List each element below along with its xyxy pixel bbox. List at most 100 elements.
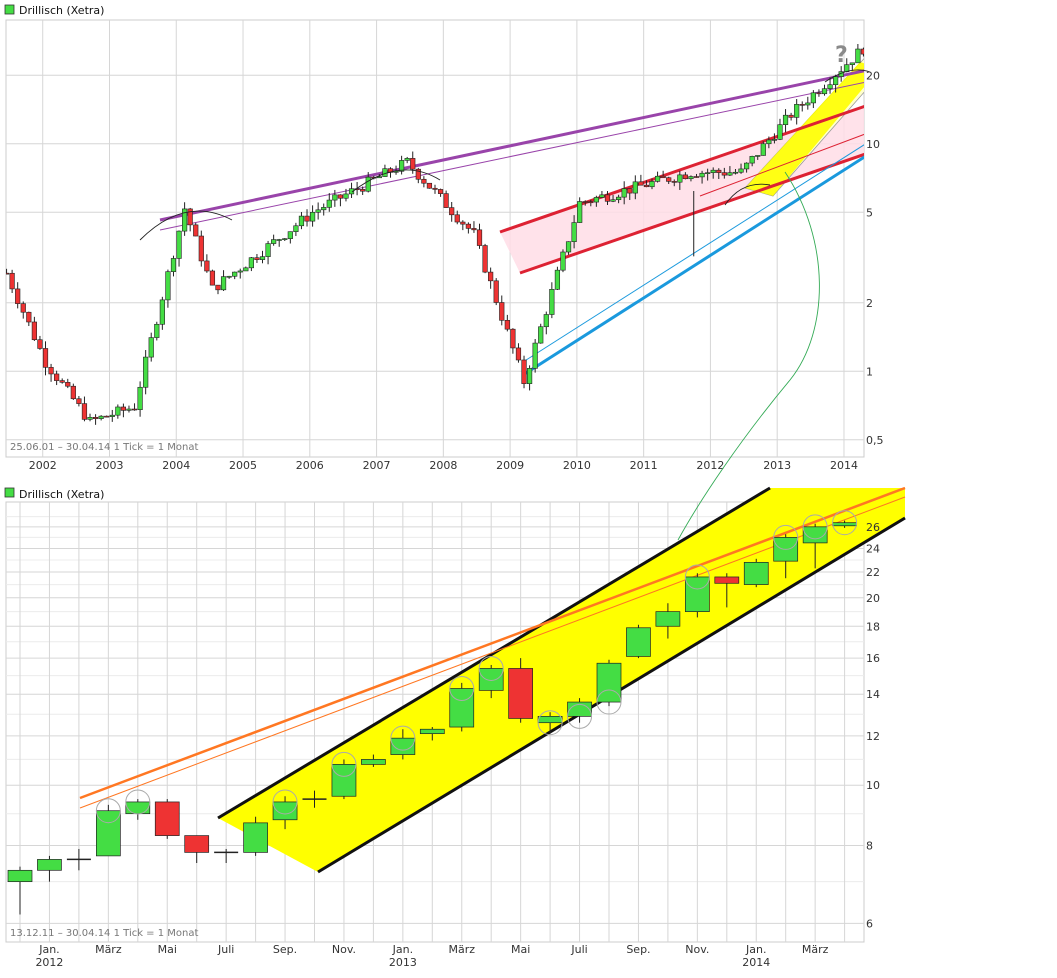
top-candle-body bbox=[449, 207, 455, 216]
bottom-x-tick-label: Jan. bbox=[38, 943, 59, 956]
top-x-tick-label: 2011 bbox=[630, 459, 658, 472]
top-arc-2007 bbox=[351, 169, 441, 193]
top-y-tick-label: 10 bbox=[866, 138, 880, 151]
top-candle-body bbox=[777, 124, 783, 140]
top-candles bbox=[6, 43, 864, 425]
top-candle-body bbox=[393, 171, 399, 173]
top-x-tick-label: 2014 bbox=[830, 459, 858, 472]
bottom-x-year-label: 2013 bbox=[389, 956, 417, 969]
bottom-candle-body bbox=[272, 801, 298, 821]
bottom-candle-body bbox=[802, 526, 828, 544]
top-candle-body bbox=[632, 181, 638, 194]
bottom-y-tick-label: 12 bbox=[866, 730, 880, 743]
top-candle-body bbox=[271, 239, 277, 244]
bottom-y-tick-label: 18 bbox=[866, 620, 880, 633]
top-candle-body bbox=[265, 243, 271, 257]
bottom-x-tick-label: März bbox=[448, 943, 475, 956]
top-candle-body bbox=[599, 194, 605, 198]
bottom-candle-body bbox=[419, 728, 445, 735]
top-candle-body bbox=[70, 385, 76, 400]
top-candle-body bbox=[65, 382, 71, 387]
top-y-tick-label: 2 bbox=[866, 297, 873, 310]
top-candle-body bbox=[460, 221, 466, 225]
top-candle-body bbox=[348, 188, 355, 195]
top-candle-body bbox=[31, 321, 37, 341]
top-candle-body bbox=[860, 48, 864, 55]
top-candle-body bbox=[510, 328, 516, 349]
top-candle-body bbox=[688, 176, 694, 180]
bottom-candle-body bbox=[743, 561, 769, 585]
bottom-y-tick-label: 26 bbox=[866, 521, 880, 534]
top-candle-body bbox=[560, 251, 566, 271]
top-candle-body bbox=[788, 114, 794, 118]
yellow-channel-fill bbox=[745, 62, 864, 196]
red-channel-mid bbox=[699, 133, 864, 197]
top-candle-body bbox=[321, 207, 327, 211]
top-x-tick-label: 2003 bbox=[95, 459, 123, 472]
top-candle-body bbox=[677, 174, 683, 183]
top-x-axis-labels: 2002 2003 2004 2005 2006 2007 2008 2009 2010 2011… bbox=[29, 459, 858, 472]
top-candle-body bbox=[782, 114, 789, 125]
top-y-axis-labels: 0,5 1 2 5 10 20 bbox=[866, 69, 884, 446]
bottom-candle-body bbox=[478, 668, 504, 691]
top-candle-body bbox=[137, 386, 143, 411]
top-candle-body bbox=[98, 415, 104, 419]
top-candle-body bbox=[515, 347, 522, 361]
top-x-tick-label: 2013 bbox=[763, 459, 791, 472]
top-candle-body bbox=[454, 214, 460, 223]
top-candle-body bbox=[115, 406, 121, 416]
top-candle-body bbox=[315, 209, 321, 213]
top-candle-body bbox=[360, 189, 366, 192]
bottom-candle-body bbox=[596, 662, 622, 703]
top-candle-body bbox=[682, 174, 688, 180]
top-candle-body bbox=[37, 339, 43, 349]
bottom-candle-body bbox=[390, 737, 416, 755]
top-candle-body bbox=[248, 257, 254, 269]
bottom-candles bbox=[7, 520, 857, 915]
top-candle-body bbox=[243, 267, 249, 272]
top-candle-body bbox=[226, 275, 232, 278]
bottom-candle-body bbox=[184, 835, 210, 853]
bottom-candle-body bbox=[154, 801, 180, 836]
top-annotations-back bbox=[159, 58, 864, 377]
top-candle-body bbox=[471, 228, 477, 231]
circle-marker bbox=[537, 710, 563, 736]
top-candle-body bbox=[699, 172, 705, 178]
bottom-x-tick-label: März bbox=[802, 943, 829, 956]
top-candle-body bbox=[426, 182, 433, 189]
top-candle-body bbox=[799, 104, 805, 106]
top-candle-body bbox=[215, 284, 221, 291]
top-candle-body bbox=[771, 139, 778, 141]
top-candle-body bbox=[716, 169, 722, 173]
top-candle-body bbox=[593, 197, 599, 203]
purple-resistance-line bbox=[159, 69, 864, 222]
top-candle-body bbox=[293, 225, 299, 232]
top-x-tick-label: 2008 bbox=[429, 459, 457, 472]
top-candle-body bbox=[432, 187, 438, 190]
top-candle-body bbox=[399, 160, 405, 172]
top-candle-body bbox=[604, 194, 611, 202]
bottom-candle-body bbox=[361, 759, 386, 765]
top-candle-body bbox=[298, 215, 305, 227]
bottom-x-tick-label: Mai bbox=[511, 943, 530, 956]
top-candle-body bbox=[182, 208, 188, 232]
top-candle-body bbox=[48, 367, 54, 375]
top-candle-body bbox=[549, 289, 555, 315]
top-candle-body bbox=[660, 175, 666, 179]
top-candle-body bbox=[521, 359, 527, 384]
orange-resistance-line bbox=[79, 486, 906, 800]
top-candle-body bbox=[282, 238, 288, 240]
circle-marker bbox=[125, 789, 151, 815]
top-candle-body bbox=[193, 224, 199, 237]
top-candle-body bbox=[755, 155, 761, 157]
top-x-tick-label: 2002 bbox=[29, 459, 57, 472]
top-candle-body bbox=[332, 194, 338, 201]
bottom-x-tick-label: Jan. bbox=[392, 943, 413, 956]
top-candle-body bbox=[693, 176, 700, 178]
top-candle-body bbox=[6, 272, 10, 275]
top-candle-body bbox=[710, 169, 716, 173]
top-candle-body bbox=[59, 380, 65, 383]
top-candle-body bbox=[259, 256, 266, 260]
top-candle-body bbox=[76, 398, 82, 404]
